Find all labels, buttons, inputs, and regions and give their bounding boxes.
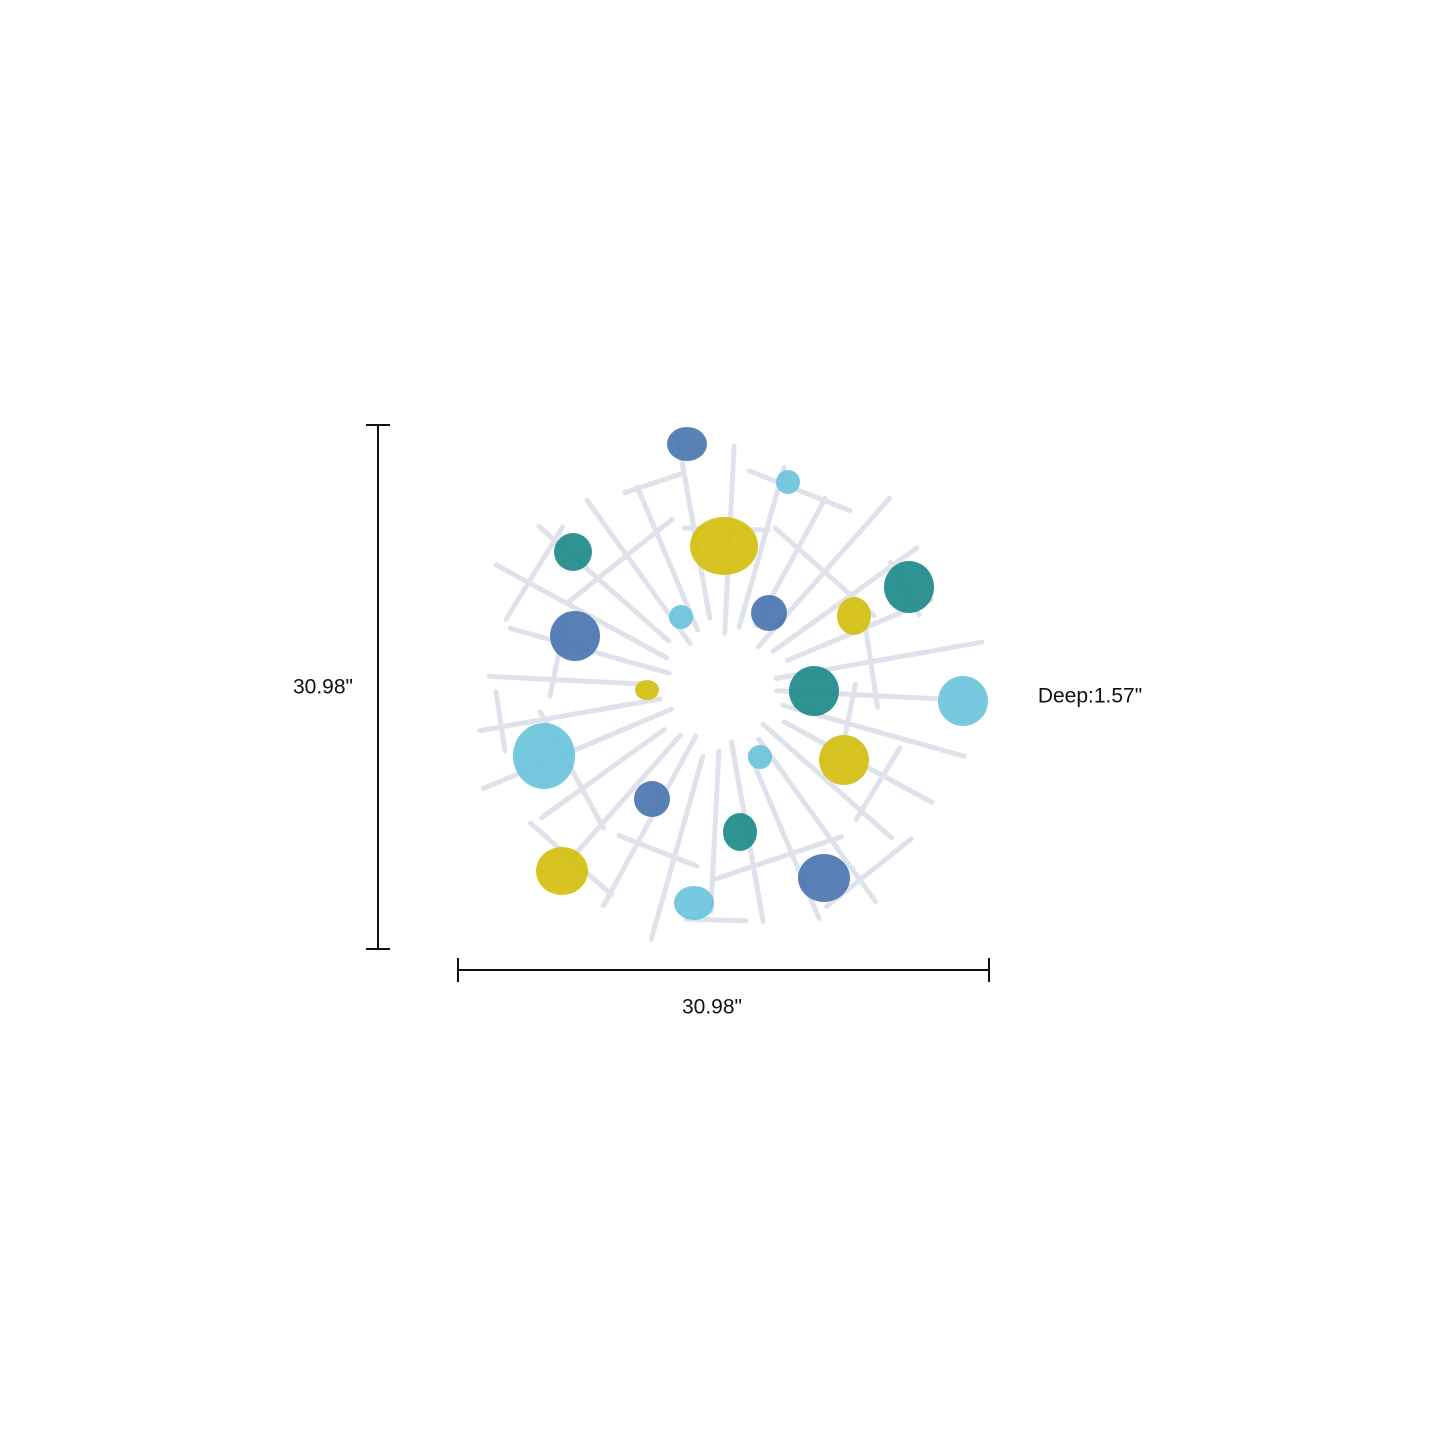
- wire-rod: [648, 753, 706, 942]
- disc: [884, 561, 934, 613]
- disc: [536, 847, 588, 895]
- disc: [667, 427, 707, 461]
- width-dimension: 30.98": [457, 958, 990, 1019]
- disc: [938, 676, 988, 726]
- wire-rod: [480, 706, 674, 792]
- wire-rod: [622, 471, 685, 496]
- wire-rod: [566, 516, 675, 605]
- disc: [751, 595, 787, 631]
- wire-rod: [563, 732, 683, 867]
- wire-rod: [853, 745, 903, 822]
- wire-rod: [493, 689, 508, 754]
- disc: [634, 781, 670, 817]
- wire-rod: [840, 681, 858, 746]
- disc: [776, 470, 800, 494]
- discs: [513, 427, 988, 920]
- wire-rod: [708, 748, 722, 915]
- wire-rod: [862, 621, 881, 710]
- wire-rod: [756, 736, 878, 905]
- depth-label: Deep:1.57": [1038, 685, 1142, 708]
- disc: [837, 597, 871, 635]
- wire-rod: [616, 833, 700, 869]
- wire-rod: [486, 673, 654, 687]
- disc: [513, 723, 575, 789]
- disc: [674, 886, 714, 920]
- wire-rod: [539, 726, 667, 821]
- wire-rod: [503, 524, 566, 622]
- height-dimension: 30.98": [293, 424, 390, 950]
- wire-rod: [736, 465, 787, 630]
- wire-rod: [760, 721, 894, 841]
- disc: [669, 605, 693, 629]
- wire-rod: [713, 834, 844, 882]
- wire-rod: [600, 733, 699, 909]
- wire-rod: [493, 562, 670, 661]
- wire-rod: [634, 484, 701, 633]
- disc: [748, 745, 772, 769]
- disc: [798, 854, 850, 902]
- disc: [723, 813, 757, 851]
- disc: [789, 666, 839, 716]
- disc: [635, 680, 659, 700]
- height-label: 30.98": [293, 676, 353, 699]
- wire-rod: [477, 696, 663, 734]
- disc: [819, 735, 869, 785]
- width-label: 30.98": [682, 996, 742, 1019]
- wire-rod: [746, 468, 853, 513]
- disc: [554, 533, 592, 571]
- disc: [690, 517, 758, 575]
- disc: [550, 611, 600, 661]
